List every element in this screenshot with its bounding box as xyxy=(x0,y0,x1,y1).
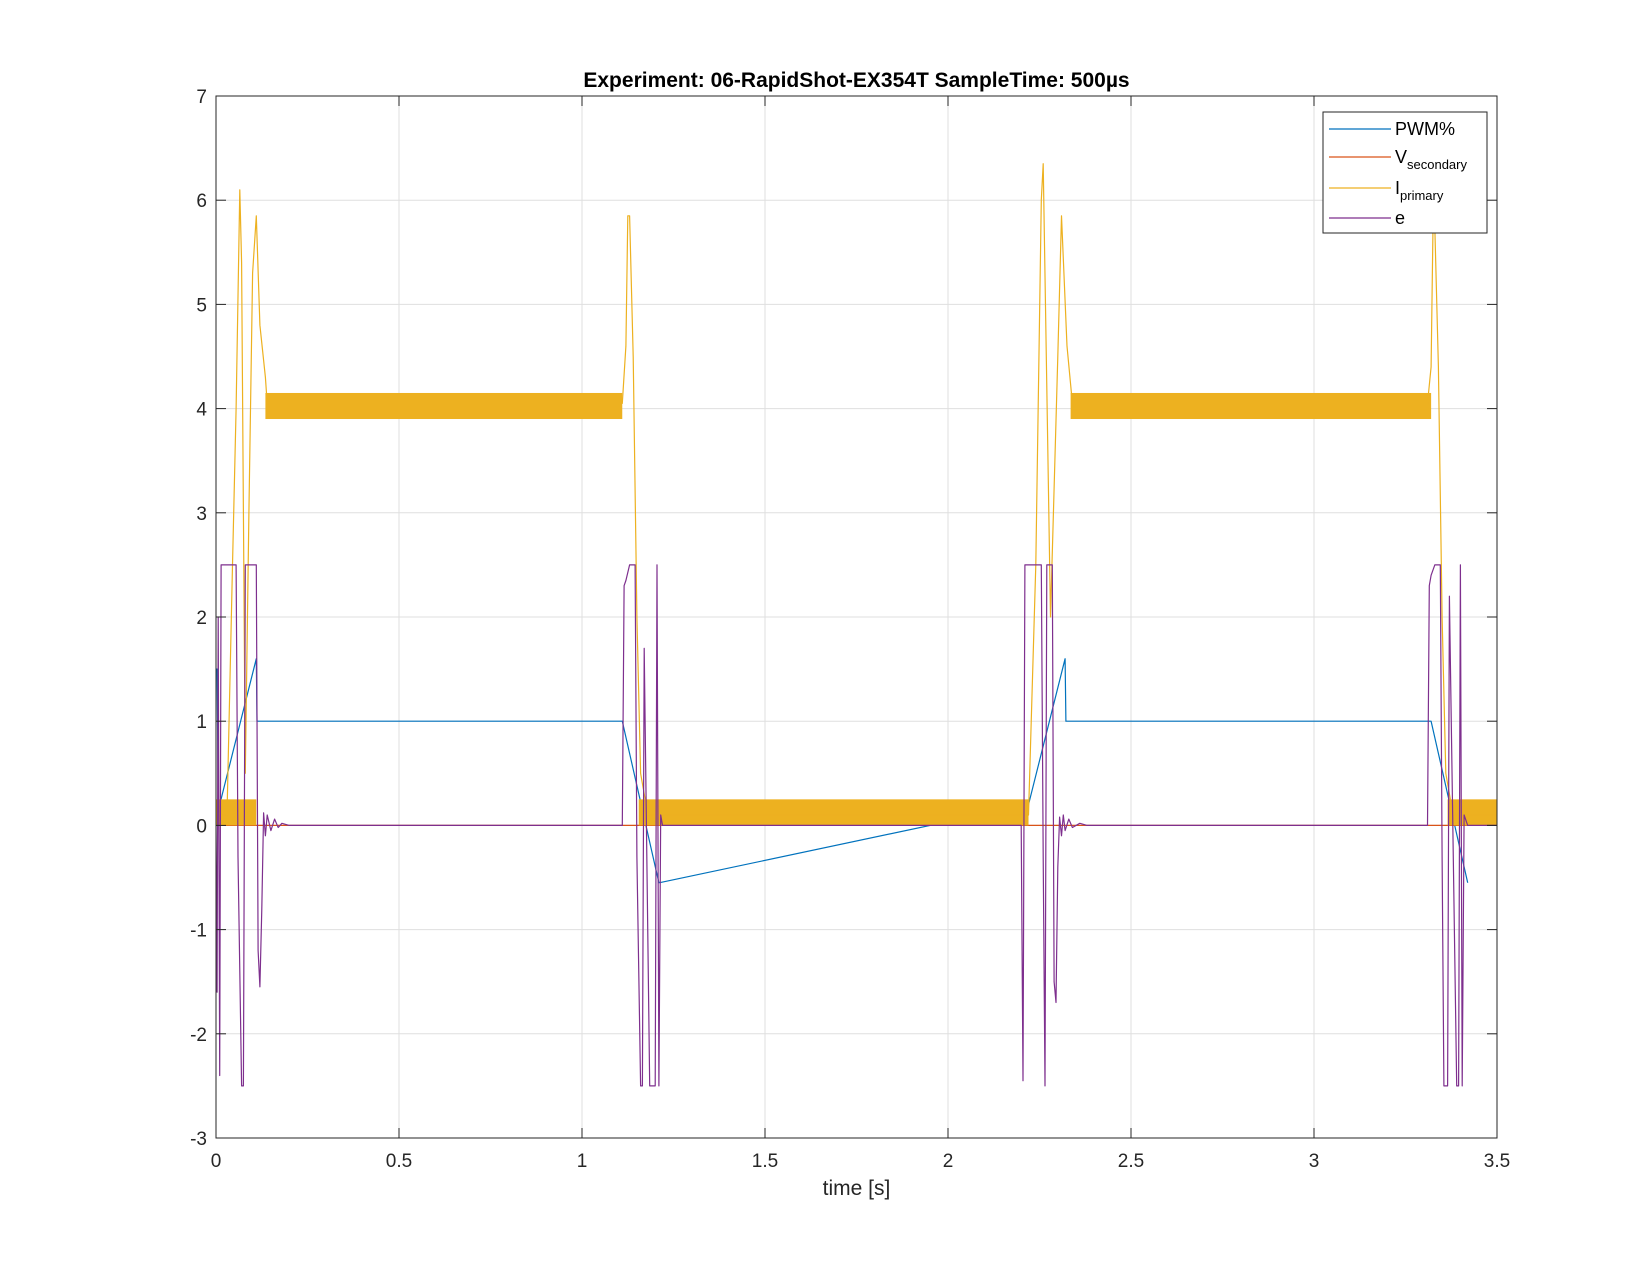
series-line xyxy=(216,163,1497,816)
series-layer xyxy=(216,163,1497,1087)
x-tick-label: 3.5 xyxy=(1484,1151,1510,1172)
y-tick-label: 4 xyxy=(196,400,207,421)
legend-label: PWM% xyxy=(1395,119,1455,139)
y-tick-label: 2 xyxy=(196,608,207,629)
y-tick-label: -3 xyxy=(190,1129,207,1150)
x-tick-label: 2 xyxy=(943,1151,954,1172)
y-tick-label: -1 xyxy=(190,921,207,942)
legend-label: Iprimary xyxy=(1395,178,1444,203)
x-tick-label: 3 xyxy=(1309,1151,1320,1172)
legend-box xyxy=(1322,111,1488,234)
x-tick-label: 0.5 xyxy=(386,1151,412,1172)
x-tick-label: 0 xyxy=(211,1151,222,1172)
noise-band xyxy=(1070,392,1432,420)
y-tick-label: 5 xyxy=(196,295,207,316)
chart-title: Experiment: 06-RapidShot-EX354T SampleTi… xyxy=(583,69,1129,92)
x-tick-label: 1.5 xyxy=(752,1151,778,1172)
y-tick-label: 0 xyxy=(196,816,207,837)
legend-label: e xyxy=(1395,208,1405,228)
y-tick-label: 1 xyxy=(196,712,207,733)
x-axis-label: time [s] xyxy=(823,1177,891,1200)
noise-band xyxy=(638,799,1029,826)
y-tick-label: -2 xyxy=(190,1025,207,1046)
series-i-primary xyxy=(216,163,1497,826)
noise-band xyxy=(1447,799,1497,826)
noise-band xyxy=(265,392,623,420)
series-e xyxy=(216,564,1497,1087)
y-tick-label: 6 xyxy=(196,191,207,212)
series-line xyxy=(216,564,1497,1087)
x-tick-label: 2.5 xyxy=(1118,1151,1144,1172)
noise-band xyxy=(216,799,257,826)
y-tick-label: 3 xyxy=(196,504,207,525)
x-tick-label: 1 xyxy=(577,1151,588,1172)
y-tick-label: 7 xyxy=(196,87,207,108)
legend-label: Vsecondary xyxy=(1395,147,1467,172)
legend: PWM% Vsecondary Iprimary e xyxy=(1322,111,1488,234)
ticks: 0 0.5 1 1.5 2 2.5 3 3.5 -3 -2 -1 0 1 2 3 4 5 6 7 xyxy=(190,87,1510,1172)
